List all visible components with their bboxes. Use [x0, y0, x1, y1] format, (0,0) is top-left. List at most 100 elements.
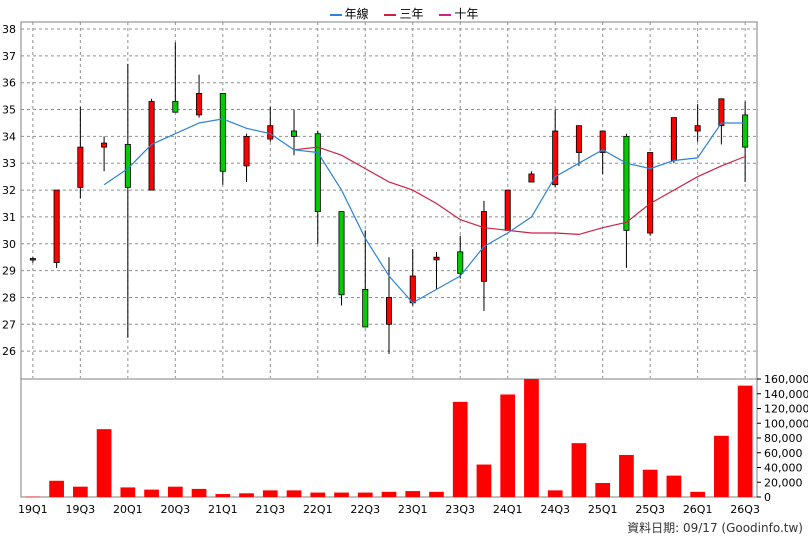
- candle-body: [647, 152, 654, 234]
- volume-tick-label: 160,000: [764, 373, 808, 386]
- volume-bar: [72, 486, 88, 497]
- volume-bar: [239, 493, 254, 497]
- volume-bar: [167, 486, 183, 497]
- volume-tick-label: 80,000: [764, 432, 803, 445]
- volume-bar: [500, 394, 516, 497]
- volume-bar: [547, 490, 563, 497]
- volume-bar: [619, 454, 634, 497]
- candle-body: [362, 289, 369, 328]
- price-tick-label: 28: [2, 291, 16, 304]
- legend-item-ma-3y: 三年: [384, 5, 424, 22]
- volume-bar: [737, 385, 753, 497]
- x-tick-label: 21Q1: [208, 503, 238, 516]
- candle-body: [742, 114, 749, 148]
- volume-bar: [642, 469, 658, 497]
- candle-body: [457, 251, 464, 274]
- volume-tick-label: 0: [764, 491, 771, 504]
- x-tick-label: 25Q1: [588, 503, 618, 516]
- volume-tick-label: 20,000: [764, 476, 803, 489]
- volume-bar: [571, 443, 587, 497]
- volume-tick-label: 140,000: [764, 388, 808, 401]
- volume-bar: [595, 482, 611, 497]
- candle-body: [172, 101, 179, 113]
- series-line-ma-year: [103, 118, 746, 304]
- candle-body: [29, 258, 36, 261]
- volume-bar: [405, 491, 421, 497]
- price-tick-label: 27: [2, 318, 16, 331]
- volume-bar: [215, 494, 231, 497]
- x-tick-label: 20Q1: [113, 503, 143, 516]
- series-line-ma-3y: [293, 146, 746, 236]
- volume-bar: [49, 480, 64, 497]
- x-tick-label: 24Q1: [493, 503, 523, 516]
- x-tick-label: 19Q1: [18, 503, 48, 516]
- candle-body: [148, 101, 155, 191]
- candle-body: [53, 189, 60, 263]
- volume-bar: [666, 475, 682, 497]
- volume-bar: [714, 435, 729, 497]
- x-tick-label: 19Q3: [66, 503, 96, 516]
- volume-bar: [334, 492, 349, 497]
- legend-swatch-ma-3y: [384, 13, 397, 16]
- x-tick-label: 26Q3: [730, 503, 760, 516]
- volume-bar: [452, 401, 468, 497]
- volume-bar: [286, 490, 302, 497]
- chart-legend: 年線 三年 十年: [0, 5, 808, 22]
- candle-body: [77, 146, 84, 188]
- candle-body: [267, 125, 274, 140]
- price-tick-label: 37: [2, 50, 16, 63]
- x-tick-label: 26Q1: [683, 503, 713, 516]
- volume-bar: [357, 492, 373, 497]
- legend-label-ma-10y: 十年: [454, 7, 479, 21]
- x-tick-label: 23Q3: [445, 503, 475, 516]
- candle-body: [433, 256, 440, 261]
- price-tick-label: 38: [2, 23, 16, 36]
- volume-bar: [144, 489, 159, 497]
- candle-body: [694, 125, 701, 132]
- x-tick-label: 20Q3: [160, 503, 190, 516]
- volume-bar: [262, 490, 278, 497]
- price-tick-label: 36: [2, 77, 16, 90]
- x-tick-label: 22Q1: [303, 503, 333, 516]
- candle-body: [196, 93, 203, 116]
- volume-bar: [429, 491, 444, 497]
- candle-body: [243, 135, 250, 167]
- volume-bar: [310, 492, 326, 497]
- x-tick-label: 25Q3: [635, 503, 665, 516]
- volume-bar: [524, 379, 539, 497]
- price-tick-label: 30: [2, 238, 16, 251]
- candle-body: [409, 275, 416, 304]
- x-tick-label: 23Q1: [398, 503, 428, 516]
- legend-label-ma-year: 年線: [344, 7, 369, 21]
- x-tick-label: 22Q3: [350, 503, 380, 516]
- volume-bar: [120, 487, 136, 497]
- candle-body: [552, 130, 559, 186]
- x-tick-label: 21Q3: [255, 503, 285, 516]
- volume-bar: [476, 464, 492, 497]
- legend-swatch-ma-10y: [439, 13, 452, 16]
- volume-bar: [381, 491, 397, 497]
- candle-body: [528, 173, 535, 183]
- legend-label-ma-3y: 三年: [399, 7, 424, 21]
- candle-body: [623, 135, 630, 231]
- candle-body: [101, 142, 108, 148]
- price-tick-label: 31: [2, 211, 16, 224]
- volume-tick-label: 100,000: [764, 417, 808, 430]
- legend-item-ma-year: 年線: [329, 5, 369, 22]
- candle-body: [219, 93, 226, 172]
- volume-bar: [690, 491, 706, 497]
- volume-tick-label: 120,000: [764, 403, 808, 416]
- legend-swatch-ma-year: [329, 13, 342, 16]
- volume-bar: [191, 488, 207, 497]
- candle-body: [575, 125, 582, 153]
- volume-tick-label: 40,000: [764, 462, 803, 475]
- candle-body: [291, 130, 298, 137]
- candle-body: [504, 189, 511, 231]
- data-source-label: 資料日期: 09/17 (Goodinfo.tw): [627, 521, 803, 535]
- volume-bar: [25, 496, 41, 498]
- price-tick-label: 34: [2, 130, 16, 143]
- price-tick-label: 29: [2, 265, 16, 278]
- x-tick-label: 24Q3: [540, 503, 570, 516]
- candle-body: [338, 211, 345, 296]
